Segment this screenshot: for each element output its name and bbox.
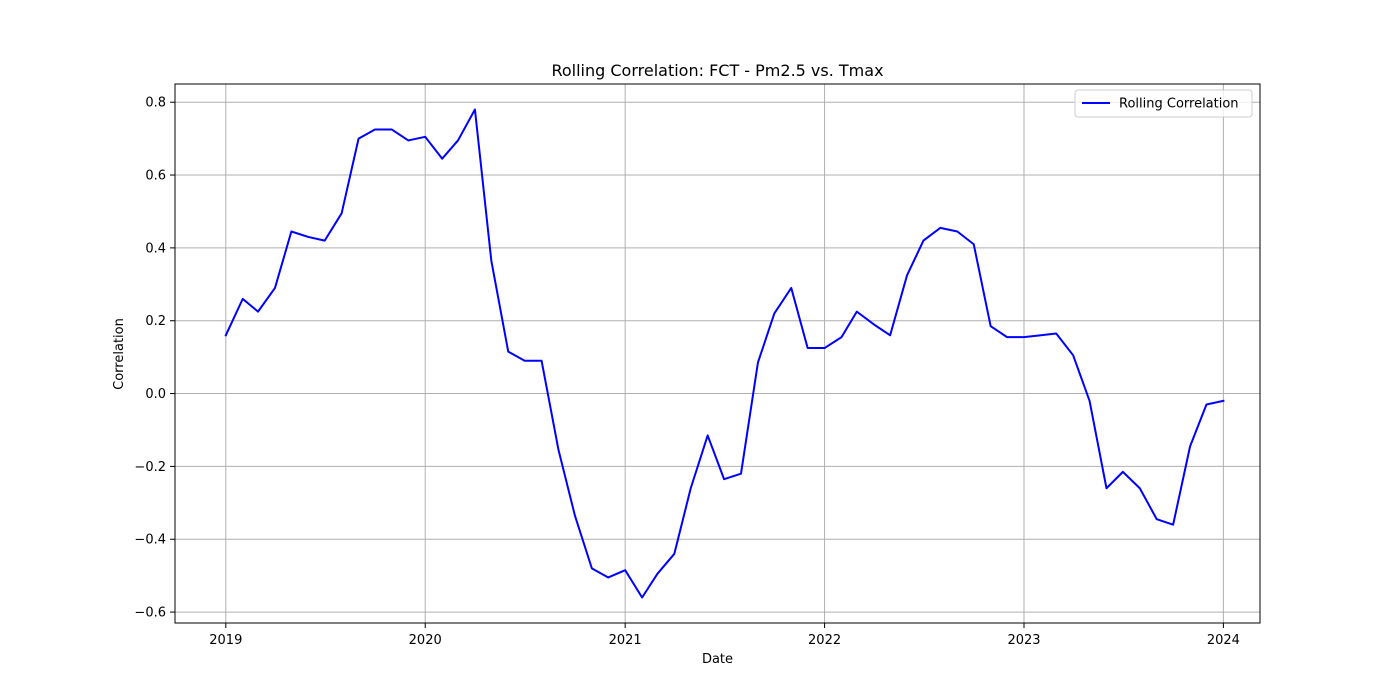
y-tick-label: 0.4 [145, 241, 166, 256]
legend-label: Rolling Correlation [1119, 97, 1239, 112]
x-tick-label: 2019 [209, 633, 242, 648]
chart-title: Rolling Correlation: FCT - Pm2.5 vs. Tma… [551, 61, 883, 80]
series-line-rolling-correlation [224, 108, 1225, 599]
grid-lines [175, 84, 1260, 623]
x-tick-label: 2021 [609, 633, 642, 648]
y-tick-label: 0.8 [145, 96, 166, 111]
y-tick-label: 0.2 [145, 314, 166, 329]
y-tick-label: −0.2 [134, 460, 166, 475]
y-tick-label: −0.6 [134, 606, 166, 621]
legend-box [1074, 89, 1253, 118]
y-tick-label: −0.4 [134, 533, 166, 548]
x-tick-label: 2020 [409, 633, 442, 648]
x-tick-label: 2023 [1007, 633, 1040, 648]
legend: Rolling Correlation [1074, 89, 1253, 118]
y-tick-label: 0.6 [145, 169, 166, 184]
plot-frame [174, 83, 1261, 624]
series-layer [224, 108, 1225, 599]
x-tick-label: 2024 [1207, 633, 1240, 648]
y-tick-label: 0.0 [145, 387, 166, 402]
y-axis-title: Correlation [112, 318, 127, 390]
y-ticks: −0.6 −0.4 −0.2 0.0 0.2 0.4 0.6 0.8 [134, 96, 175, 621]
x-ticks: 2019 2020 2021 2022 2023 2024 [209, 623, 1240, 648]
x-tick-label: 2022 [808, 633, 841, 648]
x-axis-title: Date [702, 652, 733, 667]
